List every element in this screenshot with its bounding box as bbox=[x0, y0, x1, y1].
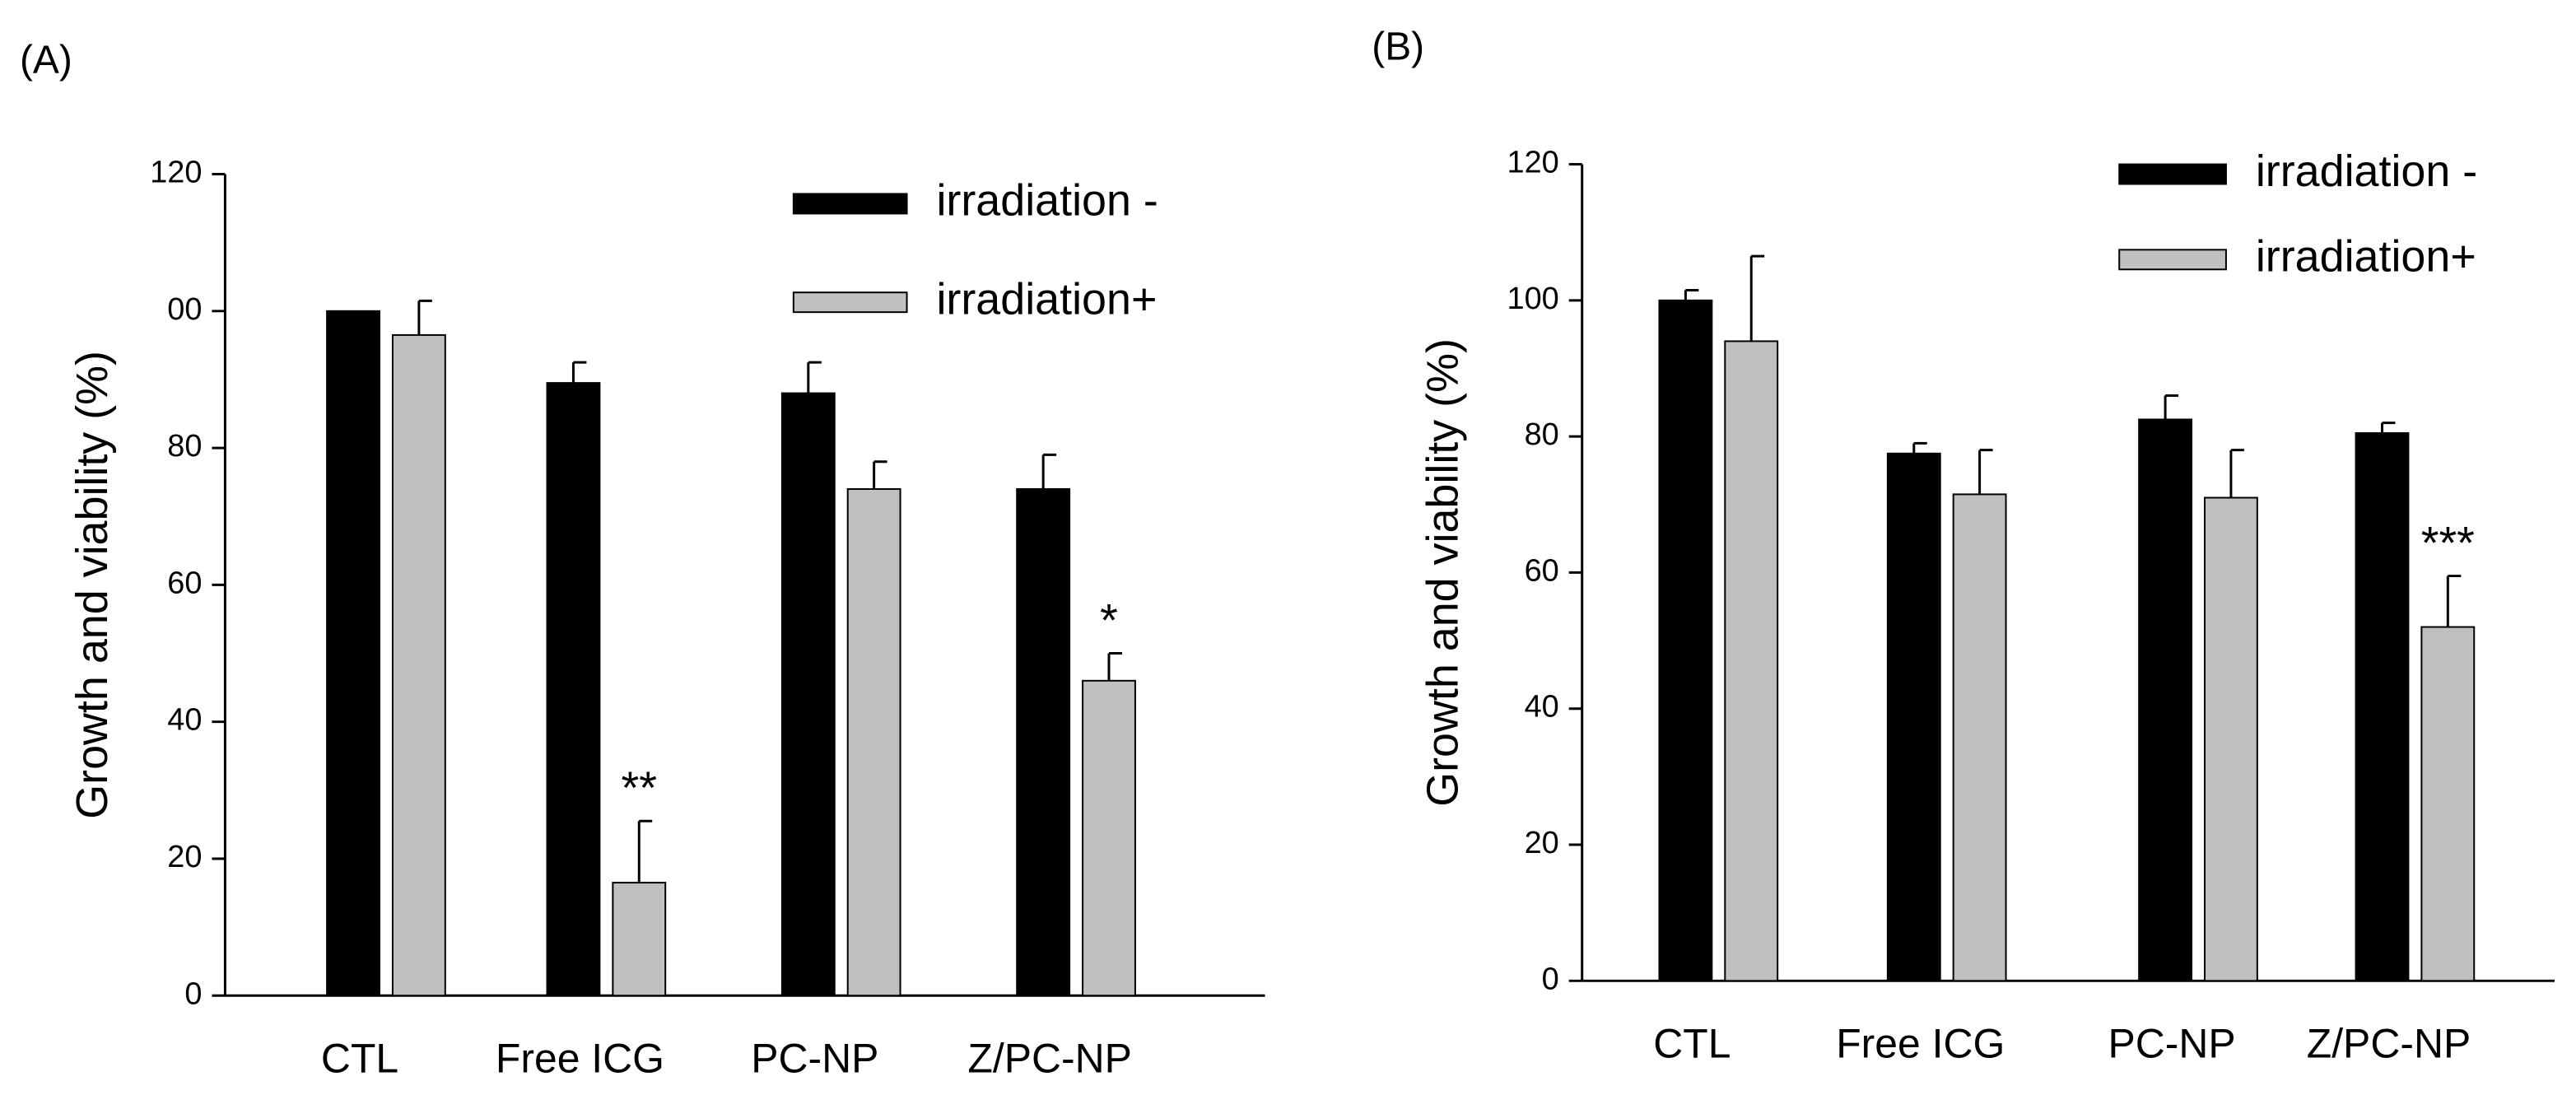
legend-label: irradiation+ bbox=[2256, 232, 2476, 282]
y-tick-label: 80 bbox=[167, 429, 202, 464]
y-tick-label: 80 bbox=[1525, 417, 1559, 452]
significance-mark: ** bbox=[622, 762, 657, 813]
y-tick-label: 20 bbox=[167, 840, 202, 874]
x-tick-label: CTL bbox=[1653, 1020, 1731, 1066]
bar bbox=[546, 382, 601, 997]
bar bbox=[1952, 493, 2007, 982]
y-tick-label: 120 bbox=[150, 156, 202, 190]
y-axis-label: Growth and viability (%) bbox=[68, 351, 117, 819]
x-tick-label: PC-NP bbox=[751, 1035, 878, 1081]
panel-label: (B) bbox=[1372, 26, 1424, 69]
bar bbox=[1724, 340, 1779, 982]
y-tick-label: 100 bbox=[1507, 282, 1559, 316]
legend-label: irradiation - bbox=[936, 176, 1158, 226]
bar bbox=[391, 333, 446, 997]
bar bbox=[1658, 299, 1713, 982]
y-tick-label: 40 bbox=[167, 703, 202, 738]
y-tick-label: 20 bbox=[1525, 826, 1559, 860]
legend-swatch bbox=[2118, 249, 2227, 271]
x-tick-label: Free ICG bbox=[1836, 1020, 2005, 1066]
bar bbox=[780, 392, 836, 997]
significance-mark: *** bbox=[2421, 516, 2475, 568]
bar bbox=[846, 487, 901, 997]
x-tick-label: PC-NP bbox=[2108, 1020, 2235, 1066]
bar bbox=[1082, 679, 1136, 997]
y-tick-label: 60 bbox=[1525, 553, 1559, 588]
bar bbox=[1886, 452, 1941, 982]
legend-label: irradiation - bbox=[2256, 147, 2477, 196]
y-tick-label: 120 bbox=[1507, 146, 1559, 180]
y-axis-label: Growth and viability (%) bbox=[1418, 338, 1467, 807]
panel-label: (A) bbox=[20, 38, 72, 82]
bar bbox=[2355, 432, 2410, 982]
y-tick-label: 0 bbox=[184, 976, 202, 1011]
bar bbox=[2138, 418, 2193, 982]
legend-swatch bbox=[792, 291, 908, 314]
x-tick-label: Z/PC-NP bbox=[2307, 1020, 2471, 1066]
bar bbox=[1016, 487, 1071, 997]
y-tick-label: 00 bbox=[167, 292, 202, 327]
bar bbox=[2420, 626, 2476, 982]
legend-label: irradiation+ bbox=[936, 274, 1157, 324]
bar bbox=[2203, 496, 2258, 982]
legend-swatch bbox=[2118, 163, 2227, 185]
bar bbox=[612, 882, 667, 997]
y-tick-label: 40 bbox=[1525, 690, 1559, 725]
significance-mark: * bbox=[1100, 594, 1118, 645]
x-tick-label: Z/PC-NP bbox=[967, 1035, 1132, 1081]
y-tick-label: 60 bbox=[167, 566, 202, 600]
bar bbox=[326, 310, 380, 997]
legend-swatch bbox=[792, 193, 908, 215]
x-tick-label: CTL bbox=[321, 1035, 398, 1081]
x-tick-label: Free ICG bbox=[496, 1035, 664, 1081]
y-tick-label: 0 bbox=[1542, 962, 1559, 996]
